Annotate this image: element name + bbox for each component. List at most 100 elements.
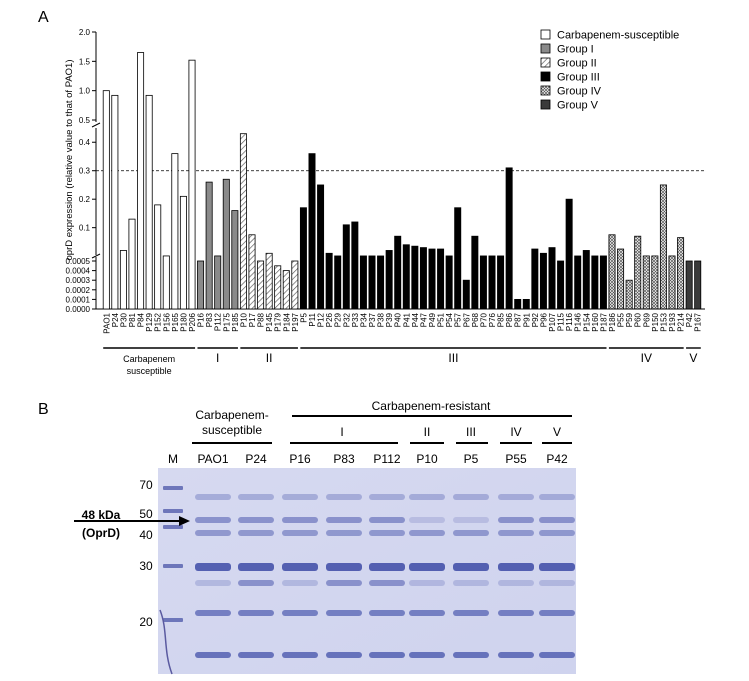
x-tick-label: P16 [197, 312, 206, 327]
bar-p10 [239, 133, 247, 310]
y-tick-label: 0.3 [79, 167, 91, 176]
bar-p29 [334, 255, 342, 310]
legend-swatch-g3 [540, 71, 551, 82]
x-tick-label: P197 [291, 312, 300, 331]
protein-band [238, 517, 274, 523]
marker-band [163, 618, 183, 622]
protein-band [195, 563, 231, 571]
x-tick-label: P115 [557, 312, 566, 331]
x-tick-label: P165 [171, 312, 180, 331]
bar-p30 [119, 250, 127, 310]
bar-pao1 [102, 90, 110, 310]
bar-p146 [574, 255, 582, 310]
bar-p85 [497, 255, 505, 310]
bar-p5 [299, 207, 307, 310]
bar-p83 [205, 181, 213, 310]
bar-p26 [325, 252, 333, 310]
bar-p91 [522, 298, 530, 310]
bar-p175 [222, 178, 230, 310]
protein-band [453, 580, 489, 586]
y-axis-title: oprD expression (relative value to that … [64, 59, 75, 260]
bar-p47 [419, 247, 427, 310]
x-tick-label: P24 [111, 312, 120, 327]
protein-band [539, 494, 575, 500]
bar-p86 [505, 167, 513, 310]
protein-band [282, 580, 318, 586]
x-tick-label: P33 [351, 312, 360, 327]
marker-label-30: 30 [139, 559, 153, 573]
x-tick-label: P175 [222, 312, 231, 331]
protein-band [498, 563, 534, 571]
legend-label-g4: Group IV [557, 86, 602, 98]
x-tick-label: P32 [342, 312, 351, 327]
protein-band [539, 610, 575, 616]
oprd-arrow-head [179, 516, 190, 526]
x-tick-label: P112 [214, 312, 223, 331]
x-tick-label: PAO1 [102, 312, 111, 333]
legend-label-g2: Group II [557, 58, 597, 70]
bar-p154 [582, 250, 590, 310]
bar-p42 [685, 260, 693, 310]
x-tick-label: P187 [599, 312, 608, 331]
marker-label-50: 50 [139, 507, 153, 521]
bar-p70 [479, 255, 487, 310]
header-group-iii: III [466, 425, 476, 439]
x-tick-label: P96 [539, 312, 548, 327]
group-label-g4: IV [641, 351, 652, 365]
bar-p185 [231, 210, 239, 310]
bar-p57 [454, 207, 462, 310]
y-tick-label: 2.0 [79, 28, 91, 37]
protein-band [326, 652, 362, 658]
oprd-kda-label: 48 kDa [82, 508, 121, 522]
x-tick-label: P11 [308, 312, 317, 326]
protein-band [238, 494, 274, 500]
x-tick-label: P84 [137, 312, 146, 327]
bar-p153 [659, 184, 667, 310]
bar-p69 [642, 255, 650, 310]
bar-p17 [248, 234, 256, 310]
x-tick-label: P152 [154, 312, 163, 331]
bar-p88 [257, 260, 265, 310]
bar-p76 [488, 255, 496, 310]
bar-p206 [188, 59, 196, 310]
protein-band [195, 494, 231, 500]
protein-band [326, 610, 362, 616]
bar-p156 [162, 255, 170, 310]
x-tick-label: P60 [634, 312, 643, 327]
protein-band [195, 610, 231, 616]
y-tick-label: 0.5 [79, 116, 91, 125]
bar-p55 [617, 248, 625, 310]
bar-p165 [171, 153, 179, 310]
x-tick-label: P86 [505, 312, 514, 327]
x-tick-label: P54 [445, 312, 454, 327]
protein-band [539, 517, 575, 523]
bar-p40 [394, 235, 402, 310]
bar-p160 [591, 255, 599, 310]
x-tick-label: P57 [454, 312, 463, 327]
protein-band [238, 563, 274, 571]
lane-label-pao1: PAO1 [197, 452, 228, 466]
legend-swatch-g5 [540, 99, 551, 110]
axis-break-mark [91, 253, 101, 259]
x-tick-label: P150 [651, 312, 660, 331]
bar-p39 [385, 250, 393, 310]
header-susceptible-1: Carbapenem- [195, 408, 268, 422]
x-tick-label: P42 [685, 312, 694, 327]
bar-p81 [128, 218, 136, 310]
legend-label-susc: Carbapenem-susceptible [557, 30, 679, 42]
protein-band [453, 494, 489, 500]
x-tick-label: P91 [522, 312, 531, 327]
x-tick-label: P92 [531, 312, 540, 327]
protein-band [326, 580, 362, 586]
protein-band [238, 580, 274, 586]
protein-band [195, 517, 231, 523]
x-tick-label: P12 [317, 312, 326, 327]
x-tick-label: P30 [119, 312, 128, 327]
y-tick-label: 0.0005 [66, 257, 91, 266]
protein-band [453, 652, 489, 658]
protein-band [409, 563, 445, 571]
protein-band [282, 494, 318, 500]
x-tick-label: P116 [565, 312, 574, 331]
x-tick-label: P184 [282, 312, 291, 331]
